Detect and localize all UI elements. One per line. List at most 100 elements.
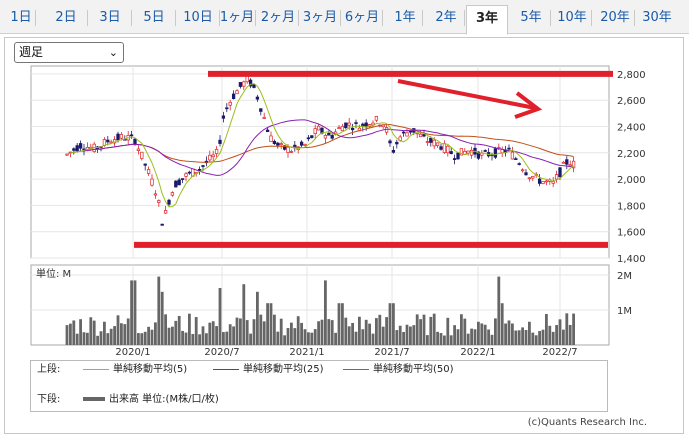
volume-bar	[228, 324, 232, 345]
tab-10d[interactable]: 10日	[176, 5, 220, 31]
volume-bar	[276, 331, 280, 345]
candle-body	[214, 149, 219, 154]
volume-bar	[453, 325, 456, 345]
candle-body	[350, 127, 355, 131]
tab-5d[interactable]: 5日	[132, 5, 176, 31]
ma25-line	[66, 119, 574, 176]
volume-bar	[361, 329, 365, 345]
price-tick-label: 2,200	[617, 149, 646, 160]
volume-bar	[218, 288, 222, 345]
volume-bar	[164, 314, 167, 345]
tab-1d[interactable]: 1日	[6, 5, 36, 31]
candle-body	[180, 178, 185, 180]
candle-body	[558, 167, 562, 177]
tab-1y[interactable]: 1年	[387, 5, 423, 31]
volume-bar	[310, 332, 314, 345]
volume-bar	[395, 330, 399, 345]
ma5-swatch	[83, 368, 109, 370]
candle-body	[527, 177, 532, 180]
volume-bar	[494, 318, 497, 345]
candle-body	[442, 143, 447, 153]
candle-body	[269, 135, 273, 142]
candle-body	[422, 134, 426, 137]
volume-bar	[252, 319, 256, 345]
candle-body	[167, 199, 171, 205]
tab-5y[interactable]: 5年	[511, 5, 551, 31]
x-tick-label: 2022/7	[542, 347, 577, 358]
candle-body	[449, 151, 453, 155]
volume-bar	[514, 330, 518, 345]
candle-body	[531, 176, 535, 179]
volume-bar	[392, 303, 395, 345]
volume-bar	[140, 333, 144, 345]
candle-body	[136, 148, 141, 151]
volume-bar	[143, 331, 147, 345]
volume-bar	[534, 335, 538, 345]
volume-bar	[160, 291, 164, 345]
candle-body	[201, 165, 205, 167]
volume-bar	[351, 322, 354, 345]
candle-body	[425, 141, 430, 143]
candle-body	[323, 135, 328, 139]
tab-1m[interactable]: 1ヶ月	[218, 5, 256, 31]
volume-bar	[422, 314, 426, 345]
volume-bar	[225, 331, 229, 345]
ma50-swatch	[343, 368, 369, 370]
candle-body	[231, 93, 236, 99]
candle-body	[174, 180, 178, 188]
candle-body	[354, 122, 358, 124]
tab-2y[interactable]: 2年	[427, 5, 465, 31]
volume-bar	[545, 313, 548, 345]
candle-body	[197, 168, 202, 171]
volume-bar	[262, 321, 266, 345]
candle-body	[157, 200, 161, 203]
volume-bar	[466, 333, 470, 345]
volume-bar	[92, 320, 96, 345]
candle-body	[571, 160, 576, 169]
candle-body	[65, 153, 69, 156]
tab-20y[interactable]: 20年	[595, 5, 635, 31]
price-panel	[30, 65, 610, 259]
volume-bar	[415, 314, 419, 345]
volume-bar	[449, 335, 453, 345]
volume-unit-label: 単位: M	[36, 267, 71, 280]
candle-body	[429, 137, 433, 143]
volume-bar	[171, 326, 174, 345]
tab-3d[interactable]: 3日	[88, 5, 132, 31]
volume-bar	[524, 330, 528, 345]
volume-bar	[126, 318, 130, 345]
legend-volume: 出来高 単位:(M株/口/枚)	[83, 393, 219, 407]
tab-6m[interactable]: 6ヶ月	[341, 5, 383, 31]
ma25-swatch	[213, 368, 239, 370]
legend-ma5: 単純移動平均(5)	[83, 363, 187, 377]
candle-body	[507, 147, 511, 150]
candle-body	[109, 141, 113, 144]
tab-3m[interactable]: 3ヶ月	[299, 5, 341, 31]
volume-bar	[79, 319, 82, 345]
price-y-axis: 2,800 2,600 2,400 2,200 2,000 1,800 1,600 1,400	[617, 70, 646, 265]
legend-upper-label: 上段:	[37, 364, 61, 375]
volume-bar	[242, 284, 246, 345]
volume-bar	[511, 323, 514, 345]
candle-body	[344, 122, 348, 129]
volume-bar	[184, 332, 188, 345]
volume-bar	[293, 328, 297, 345]
volume-bar	[300, 322, 303, 345]
tab-3y[interactable]: 3年	[466, 5, 508, 35]
candle-body	[483, 150, 487, 152]
candle-body	[228, 101, 232, 106]
period-select[interactable]: 週足 ⌄	[14, 42, 124, 63]
price-tick-label: 1,600	[617, 228, 646, 239]
volume-bar	[157, 276, 161, 345]
candle-body	[242, 81, 246, 87]
tab-2d[interactable]: 2日	[44, 5, 88, 31]
tab-10y[interactable]: 10年	[552, 5, 592, 31]
tab-2m[interactable]: 2ヶ月	[257, 5, 299, 31]
volume-bar	[205, 333, 208, 345]
volume-bar	[181, 330, 184, 345]
candle-body	[235, 90, 239, 95]
volume-bar	[279, 318, 283, 345]
candle-body	[72, 148, 76, 151]
tab-30y[interactable]: 30年	[642, 10, 672, 25]
candle-body	[565, 159, 569, 165]
